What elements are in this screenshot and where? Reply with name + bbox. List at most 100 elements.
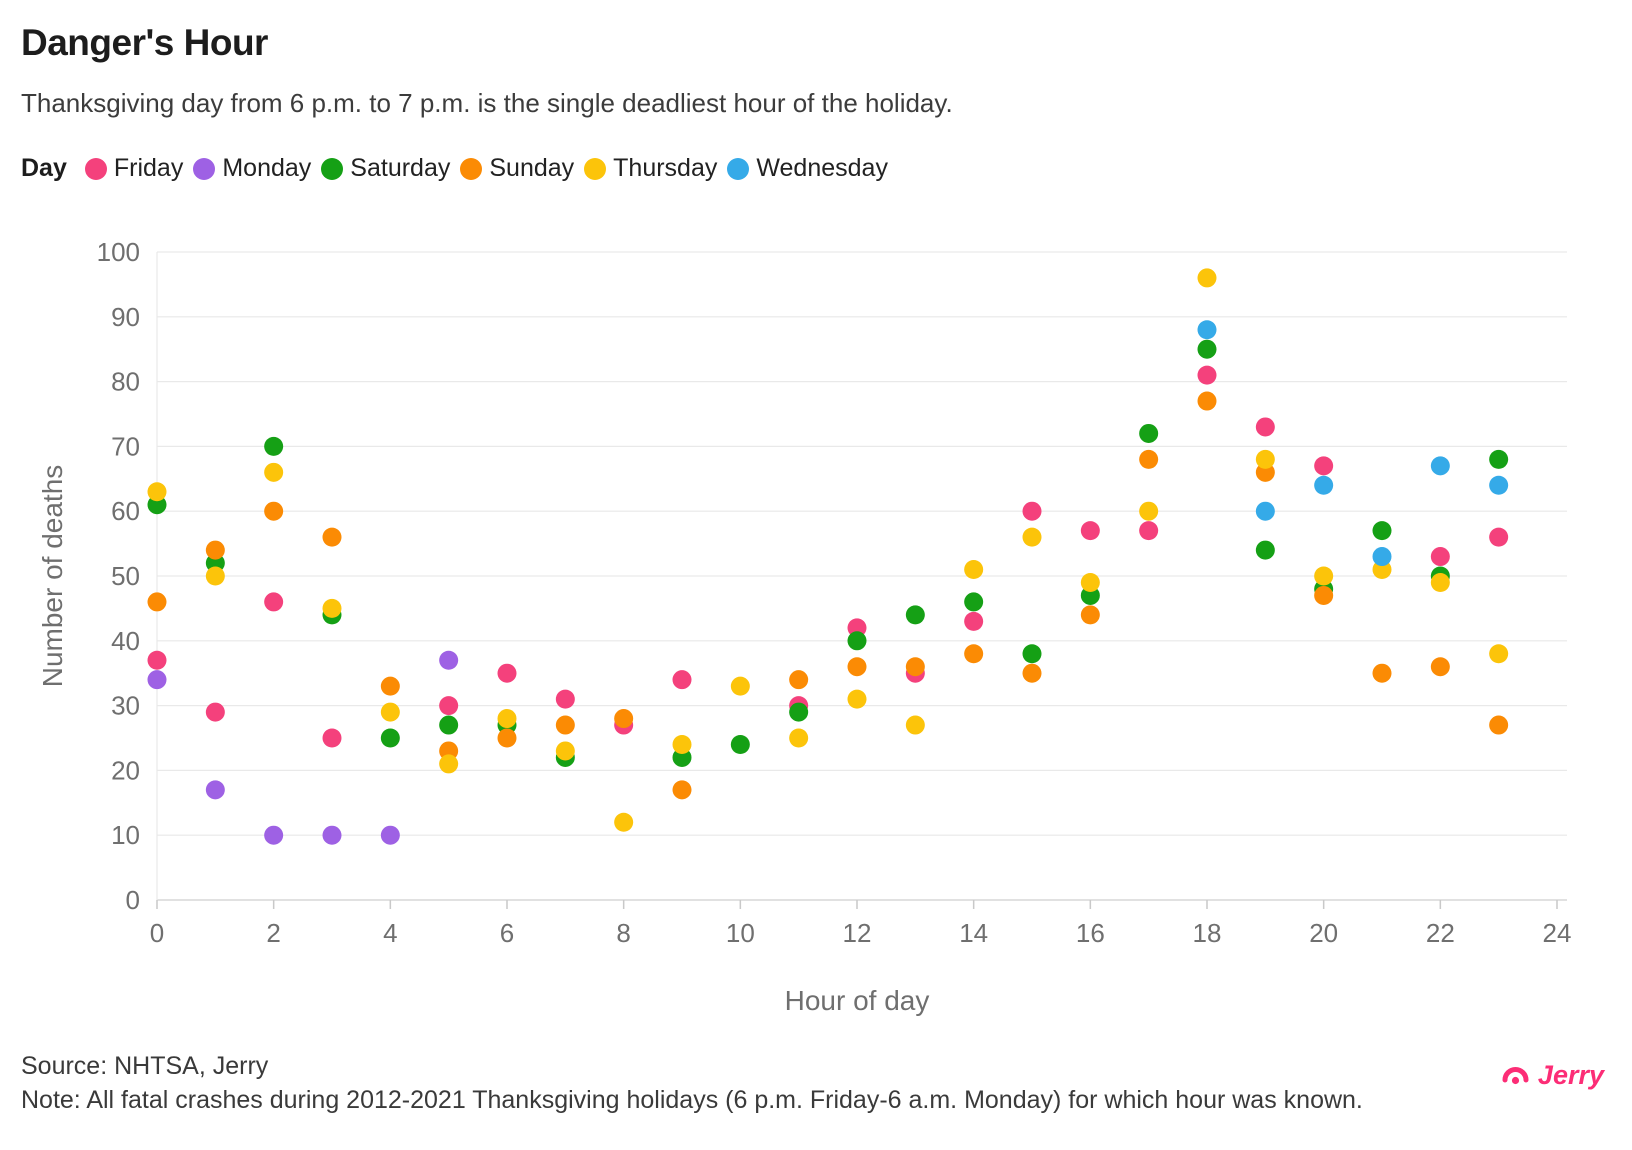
jerry-logo[interactable]: Jerry [1500,1060,1604,1091]
data-point[interactable] [147,670,167,690]
data-point[interactable] [1139,521,1159,541]
data-point[interactable] [555,741,575,761]
data-point[interactable] [1489,715,1509,735]
data-point[interactable] [322,728,342,748]
data-point[interactable] [789,670,809,690]
data-point[interactable] [1314,475,1334,495]
data-point[interactable] [1197,268,1217,288]
data-point[interactable] [672,734,692,754]
legend-swatch [584,157,607,180]
data-point[interactable] [730,676,750,696]
data-point[interactable] [614,709,634,729]
data-point[interactable] [439,650,459,670]
data-point[interactable] [147,482,167,502]
data-point[interactable] [1372,663,1392,683]
data-point[interactable] [1255,540,1275,560]
data-point[interactable] [964,560,984,580]
legend-swatch [460,157,483,180]
data-point[interactable] [1139,449,1159,469]
data-point[interactable] [322,825,342,845]
data-point[interactable] [1080,572,1100,592]
data-point[interactable] [847,657,867,677]
data-point[interactable] [264,592,284,612]
data-point[interactable] [964,592,984,612]
data-point[interactable] [1022,644,1042,664]
data-point[interactable] [672,670,692,690]
data-point[interactable] [555,689,575,709]
data-point[interactable] [1430,547,1450,567]
data-point[interactable] [264,462,284,482]
data-point[interactable] [1489,475,1509,495]
data-point[interactable] [1314,585,1334,605]
data-point[interactable] [847,631,867,651]
data-point[interactable] [1255,501,1275,521]
data-point[interactable] [1139,423,1159,443]
legend-item-label: Saturday [350,154,451,182]
data-point[interactable] [964,644,984,664]
data-point[interactable] [1197,391,1217,411]
y-tick-label: 80 [111,367,140,397]
data-point[interactable] [147,650,167,670]
data-point[interactable] [789,728,809,748]
data-point[interactable] [439,696,459,716]
data-point[interactable] [1314,456,1334,476]
legend-item: Thursday [584,154,717,183]
data-point[interactable] [672,780,692,800]
data-point[interactable] [1022,663,1042,683]
data-point[interactable] [1197,365,1217,385]
data-point[interactable] [1255,417,1275,437]
data-point[interactable] [264,501,284,521]
data-point[interactable] [905,657,925,677]
data-point[interactable] [1430,657,1450,677]
data-point[interactable] [555,715,575,735]
data-point[interactable] [205,702,225,722]
data-point[interactable] [1430,572,1450,592]
data-point[interactable] [205,566,225,586]
data-point[interactable] [205,780,225,800]
data-point[interactable] [264,825,284,845]
data-point[interactable] [730,734,750,754]
data-point[interactable] [380,728,400,748]
data-point[interactable] [205,540,225,560]
data-point[interactable] [1080,521,1100,541]
data-point[interactable] [1489,449,1509,469]
data-point[interactable] [1314,566,1334,586]
legend-swatch [84,157,107,180]
data-point[interactable] [497,728,517,748]
data-point[interactable] [964,611,984,631]
data-point[interactable] [1430,456,1450,476]
data-point[interactable] [1197,320,1217,340]
data-point[interactable] [847,689,867,709]
x-tick-label: 4 [383,918,397,948]
data-point[interactable] [1372,521,1392,541]
data-point[interactable] [147,592,167,612]
data-point[interactable] [322,598,342,618]
data-point[interactable] [497,709,517,729]
jerry-logo-text: Jerry [1537,1060,1604,1090]
data-point[interactable] [1197,339,1217,359]
legend-label: Day [21,154,67,182]
data-point[interactable] [905,605,925,625]
data-point[interactable] [322,527,342,547]
data-point[interactable] [497,663,517,683]
data-point[interactable] [1080,605,1100,625]
data-point[interactable] [264,436,284,456]
data-point[interactable] [439,715,459,735]
y-tick-label: 60 [111,496,140,526]
data-point[interactable] [1139,501,1159,521]
data-point[interactable] [1372,547,1392,567]
data-point[interactable] [614,812,634,832]
data-point[interactable] [905,715,925,735]
data-point[interactable] [380,676,400,696]
data-point[interactable] [1255,449,1275,469]
data-point[interactable] [1022,527,1042,547]
data-point[interactable] [380,825,400,845]
legend-item-label: Wednesday [756,154,888,182]
data-point[interactable] [1022,501,1042,521]
data-point[interactable] [1489,644,1509,664]
data-point[interactable] [1489,527,1509,547]
data-point[interactable] [380,702,400,722]
data-point[interactable] [439,754,459,774]
data-point[interactable] [789,702,809,722]
